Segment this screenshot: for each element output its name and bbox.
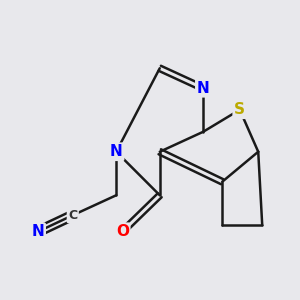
Text: C: C — [68, 209, 77, 222]
Text: N: N — [110, 144, 123, 159]
Text: S: S — [234, 102, 245, 117]
Text: O: O — [116, 224, 129, 239]
Text: N: N — [197, 81, 210, 96]
Text: N: N — [32, 224, 44, 239]
